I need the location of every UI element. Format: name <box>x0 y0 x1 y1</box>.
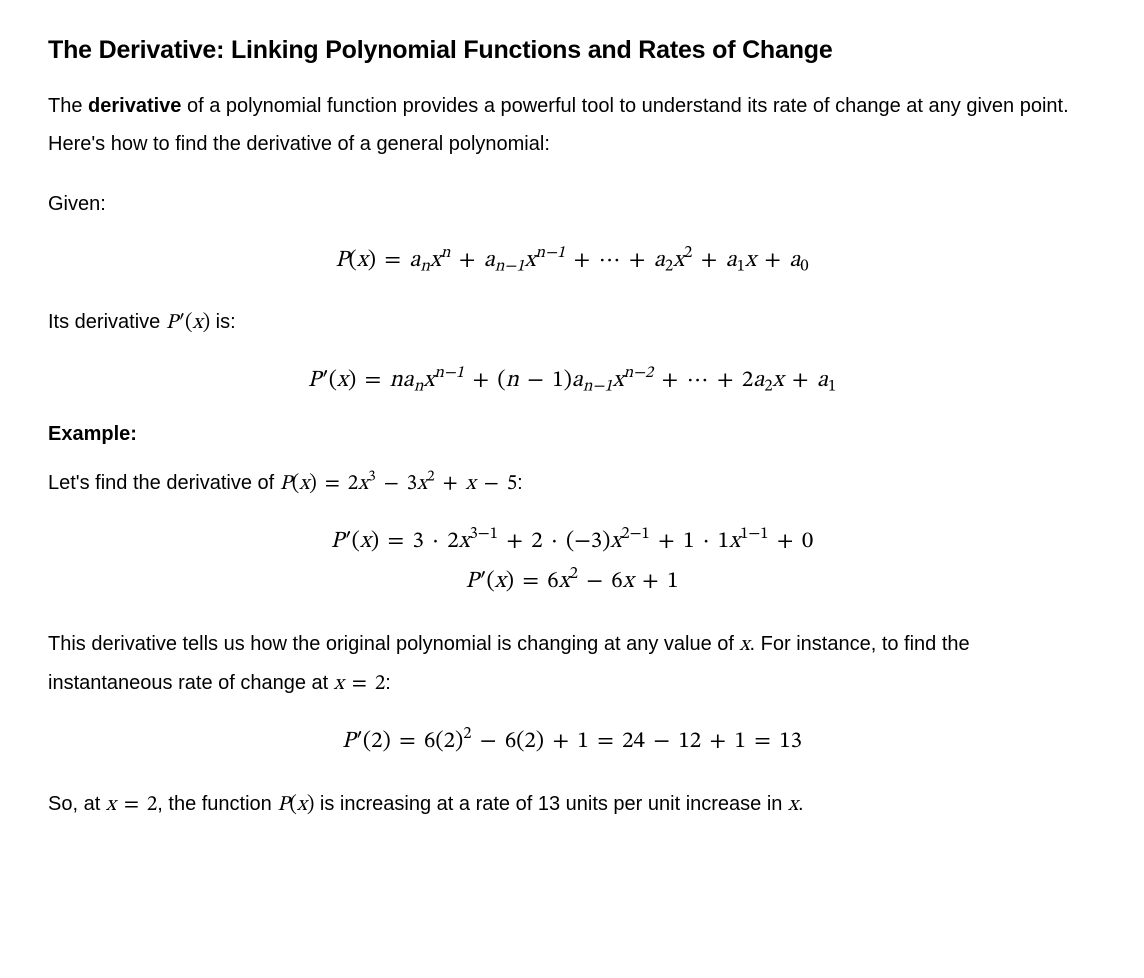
equation-eval-line: P′(2) = 6(2)2 − 6(2) + 1 = 24 − 12 + 1 =… <box>48 726 1096 758</box>
coef-a: a <box>572 369 583 392</box>
conclusion-fn: P(x) <box>277 794 314 815</box>
conclusion-var-x: x <box>788 794 798 815</box>
conclusion-end: . <box>798 793 804 815</box>
deriv-intro-post: is: <box>210 311 236 333</box>
var-x: x <box>673 249 684 272</box>
fn-P: P <box>335 249 348 272</box>
var-x: x <box>525 249 536 272</box>
conclusion-pre: So, at <box>48 793 106 815</box>
conclusion-paragraph: So, at x = 2, the function P(x) is incre… <box>48 785 1096 825</box>
sub-nminus1: n−1 <box>583 378 613 395</box>
example-intro-post: : <box>517 472 523 494</box>
explain-paragraph: This derivative tells us how the origina… <box>48 625 1096 705</box>
conclusion-post: is increasing at a rate of 13 units per … <box>314 793 788 815</box>
page-title: The Derivative: Linking Polynomial Funct… <box>48 36 1096 65</box>
exp-nminus1: n−1 <box>434 364 464 381</box>
intro-bold: derivative <box>88 95 181 117</box>
lead-n: n <box>390 369 403 392</box>
intro-paragraph: The derivative of a polynomial function … <box>48 87 1096 163</box>
ellipsis: ⋯ <box>599 249 621 272</box>
sub-1: 1 <box>737 258 745 275</box>
sub-1: 1 <box>828 378 836 395</box>
deriv-intro-math: P′(x) <box>166 312 210 333</box>
ellipsis: ⋯ <box>687 369 709 392</box>
coef-a: a <box>817 369 828 392</box>
fn-P: P <box>308 369 321 392</box>
equation-P-line: P(x) = anxn + an−1xn−1 + ⋯ + a2x2 + a1x … <box>48 245 1096 277</box>
intro-pre: The <box>48 95 88 117</box>
coef-a: a <box>484 249 495 272</box>
equation-Pprime-line: P′(x) = nanxn−1 + (n − 1)an−1xn−2 + ⋯ + … <box>48 365 1096 397</box>
var-x: x <box>773 369 784 392</box>
fn-P: P <box>166 312 178 333</box>
explain-post: : <box>385 672 391 694</box>
explain-eq: x = 2 <box>334 673 385 694</box>
intro-post: of a polynomial function provides a powe… <box>48 95 1069 155</box>
sub-nminus1: n−1 <box>495 258 525 275</box>
equation-example-result: P′(x) = 6x2 − 6x + 1 <box>48 566 1096 598</box>
equation-example-step: P′(x) = 3 · 2x3−1 + 2 · (−3)x2−1 + 1 · 1… <box>48 526 1096 558</box>
given-label: Given: <box>48 185 1096 223</box>
document-page: The Derivative: Linking Polynomial Funct… <box>0 0 1144 894</box>
var-x: x <box>430 249 441 272</box>
deriv-intro-pre: Its derivative <box>48 311 166 333</box>
coef-a: a <box>654 249 665 272</box>
sub-n: n <box>420 258 430 275</box>
arg-x: x <box>357 249 368 272</box>
example-label: Example: <box>48 423 1096 446</box>
equation-Pprime: P′(x) = nanxn−1 + (n − 1)an−1xn−2 + ⋯ + … <box>48 365 1096 397</box>
example-intro: Let's find the derivative of P(x) = 2x3 … <box>48 464 1096 504</box>
explain-var-x: x <box>739 634 749 655</box>
lead-2: 2 <box>742 369 753 392</box>
conclusion-eq: x = 2 <box>106 794 157 815</box>
sub-n: n <box>414 378 424 395</box>
var-x: x <box>613 369 624 392</box>
coef-a: a <box>753 369 764 392</box>
exp-nminus1: n−1 <box>536 244 566 261</box>
equation-example: P′(x) = 3 · 2x3−1 + 2 · (−3)x2−1 + 1 · 1… <box>48 526 1096 598</box>
conclusion-mid: , the function <box>157 793 277 815</box>
arg-x: x <box>193 312 203 333</box>
sub-2: 2 <box>665 258 673 275</box>
coef-a: a <box>726 249 737 272</box>
var-x: x <box>745 249 756 272</box>
var-x: x <box>423 369 434 392</box>
arg-x: x <box>337 369 348 392</box>
sub-0: 0 <box>800 258 808 275</box>
example-intro-math: P(x) = 2x3 − 3x2 + x − 5 <box>280 473 517 494</box>
exp-2: 2 <box>684 244 692 261</box>
coef-a: a <box>789 249 800 272</box>
coef-a: a <box>403 369 414 392</box>
equation-P: P(x) = anxn + an−1xn−1 + ⋯ + a2x2 + a1x … <box>48 245 1096 277</box>
exp-n: n <box>441 244 451 261</box>
derivative-intro: Its derivative P′(x) is: <box>48 303 1096 343</box>
sub-2: 2 <box>764 378 772 395</box>
example-intro-pre: Let's find the derivative of <box>48 472 280 494</box>
coef-a: a <box>409 249 420 272</box>
explain-pre: This derivative tells us how the origina… <box>48 633 739 655</box>
equation-eval: P′(2) = 6(2)2 − 6(2) + 1 = 24 − 12 + 1 =… <box>48 726 1096 758</box>
exp-nminus2: n−2 <box>624 364 654 381</box>
